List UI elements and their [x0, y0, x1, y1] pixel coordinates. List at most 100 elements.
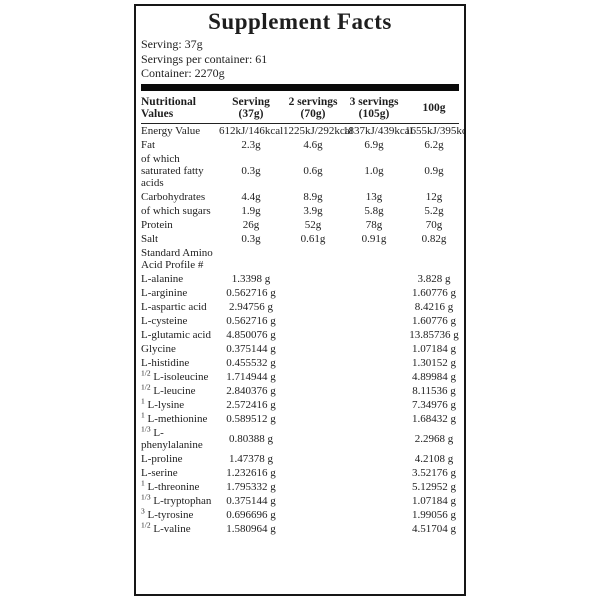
value-3-servings: 13g: [365, 190, 383, 203]
nutrient-name: L-arginine: [141, 286, 188, 299]
table-row: 1/2 L-valine 1.580964 g 4.51704 g: [141, 521, 459, 536]
value-serving: 1.9g: [241, 204, 261, 217]
table-header-row: Nutritional Values Serving (37g) 2 servi…: [141, 94, 459, 124]
nutrient-name: Standard Amino Acid Profile #: [141, 246, 213, 271]
value-100g: 0.82g: [421, 232, 447, 245]
footnote-marker: 1: [141, 395, 145, 405]
value-serving: 2.572416 g: [226, 398, 276, 411]
value-2-servings: 0.61g: [300, 232, 326, 245]
value-serving: 4.4g: [241, 190, 261, 203]
column-header-nutritional-values: Nutritional Values: [141, 95, 196, 121]
nutrient-name: Carbohydrates: [141, 190, 206, 203]
table-row: Energy Value 612kJ/146kcal 1225kJ/292kca…: [141, 124, 464, 138]
nutrient-name: L-proline: [141, 452, 183, 465]
value-100g: 6.2g: [424, 138, 444, 151]
value-serving: 0.589512 g: [226, 412, 276, 425]
nutrient-name: L-histidine: [141, 356, 190, 369]
table-row: L-histidine 0.455532 g 1.30152 g: [141, 356, 459, 370]
footnote-marker: 1/3: [141, 491, 151, 501]
divider-bar: [141, 83, 459, 91]
nutrient-name: Fat: [141, 138, 156, 151]
value-serving: 1.3398 g: [231, 272, 271, 285]
value-serving: 1.714944 g: [226, 370, 276, 383]
nutrient-name: 1/3 L-tryptophan: [141, 491, 212, 507]
table-row: 1/3 L-phenylalanine 0.80388 g 2.2968 g: [141, 425, 459, 452]
nutrient-name: Glycine: [141, 342, 176, 355]
value-100g: 1.60776 g: [412, 286, 456, 299]
nutrient-name: L-alanine: [141, 272, 184, 285]
nutrient-name: Salt: [141, 232, 159, 245]
table-row: L-serine 1.232616 g 3.52176 g: [141, 466, 459, 480]
nutrient-name: Energy Value: [141, 124, 201, 137]
value-100g: 5.12952 g: [412, 480, 456, 493]
table-row: L-aspartic acid 2.94756 g 8.4216 g: [141, 300, 459, 314]
table-row: 1 L-threonine 1.795332 g 5.12952 g: [141, 477, 459, 494]
footnote-marker: 1/2: [141, 367, 151, 377]
value-serving: 1.47378 g: [229, 452, 273, 465]
value-100g: 0.9g: [424, 164, 444, 177]
value-serving: 0.375144 g: [226, 342, 276, 355]
value-serving: 0.375144 g: [226, 494, 276, 507]
value-3-servings: 6.9g: [364, 138, 384, 151]
nutrition-table: Nutritional Values Serving (37g) 2 servi…: [141, 94, 464, 536]
value-serving: 0.3g: [241, 164, 261, 177]
value-serving: 0.3g: [241, 232, 261, 245]
value-serving: 612kJ/146kcal: [219, 124, 284, 137]
value-serving: 0.562716 g: [226, 286, 276, 299]
serving-size-line: Serving: 37g: [141, 37, 203, 51]
servings-per-container-line: Servings per container: 61: [141, 51, 268, 66]
value-100g: 4.89984 g: [412, 370, 456, 383]
nutrient-name: L-cysteine: [141, 314, 188, 327]
value-100g: 4.2108 g: [414, 452, 454, 465]
nutrient-name: L-serine: [141, 466, 178, 479]
value-3-servings: 0.91g: [361, 232, 387, 245]
value-100g: 13.85736 g: [409, 328, 459, 341]
value-serving: 1.580964 g: [226, 522, 276, 535]
nutrient-name: L-glutamic acid: [141, 328, 211, 341]
table-row: of which saturated fatty acids 0.3g 0.6g…: [141, 152, 459, 190]
footnote-marker: 1/2: [141, 381, 151, 391]
nutrient-name: of which sugars: [141, 204, 211, 217]
value-serving: 1.232616 g: [226, 466, 276, 479]
value-2-servings: 1225kJ/292kcal: [283, 124, 353, 137]
nutrient-name: L-aspartic acid: [141, 300, 207, 313]
value-100g: 1.99056 g: [412, 508, 456, 521]
value-100g: 1.07184 g: [412, 494, 456, 507]
table-row: Glycine 0.375144 g 1.07184 g: [141, 342, 459, 356]
label-title: Supplement Facts: [208, 9, 392, 34]
value-100g: 1.68432 g: [412, 412, 456, 425]
table-row: 3 L-tyrosine 0.696696 g 1.99056 g: [141, 507, 459, 522]
value-serving: 4.850076 g: [226, 328, 276, 341]
value-100g: 70g: [425, 218, 443, 231]
value-2-servings: 3.9g: [303, 204, 323, 217]
nutrient-name: Protein: [141, 218, 173, 231]
value-serving: 26g: [242, 218, 260, 231]
table-row: 1 L-lysine 2.572416 g 7.34976 g: [141, 395, 459, 412]
table-row: Carbohydrates 4.4g 8.9g 13g 12g: [141, 190, 459, 204]
value-100g: 1.07184 g: [412, 342, 456, 355]
value-100g: 5.2g: [424, 204, 444, 217]
column-header-2-servings: 2 servings (70g): [288, 95, 338, 121]
value-serving: 2.94756 g: [229, 300, 273, 313]
value-3-servings: 5.8g: [364, 204, 384, 217]
nutrient-name: 1/2 L-isoleucine: [141, 367, 209, 383]
value-2-servings: 8.9g: [303, 190, 323, 203]
value-100g: 3.52176 g: [412, 466, 456, 479]
value-serving: 2.3g: [241, 138, 261, 151]
table-row: Protein 26g 52g 78g 70g: [141, 218, 459, 232]
value-100g: 1.60776 g: [412, 314, 456, 327]
value-2-servings: 0.6g: [303, 164, 323, 177]
column-header-3-servings: 3 servings (105g): [349, 95, 399, 121]
value-100g: 12g: [425, 190, 443, 203]
value-100g: 3.828 g: [417, 272, 451, 285]
value-serving: 0.562716 g: [226, 314, 276, 327]
value-serving: 2.840376 g: [226, 384, 276, 397]
value-100g: 7.34976 g: [412, 398, 456, 411]
nutrient-name: of which saturated fatty acids: [141, 152, 204, 189]
value-serving: 0.696696 g: [226, 508, 276, 521]
footnote-marker: 1: [141, 477, 145, 487]
value-3-servings: 1837kJ/439kcal: [343, 124, 413, 137]
table-row: L-arginine 0.562716 g 1.60776 g: [141, 286, 459, 300]
value-100g: 8.4216 g: [414, 300, 454, 313]
table-row: 1/2 L-isoleucine 1.714944 g 4.89984 g: [141, 367, 459, 384]
